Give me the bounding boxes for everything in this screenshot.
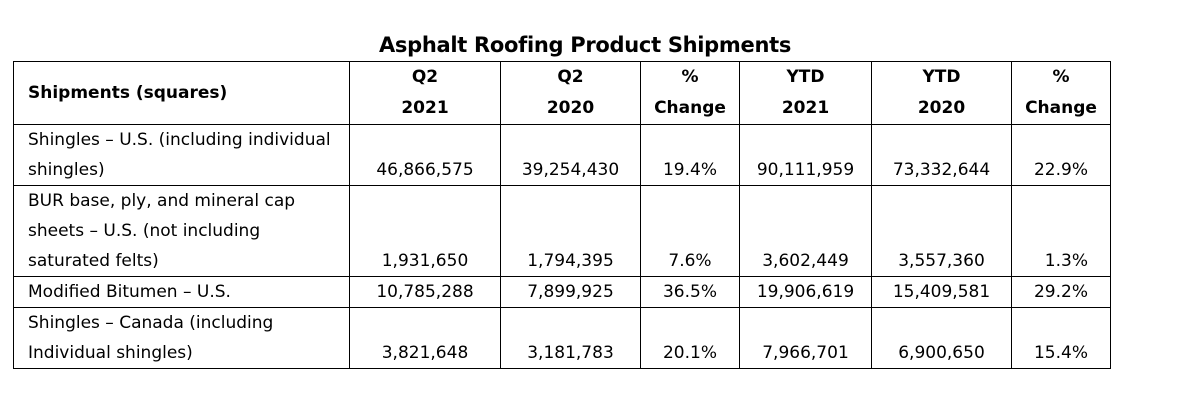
cell-ytd-2021: 19,906,619 xyxy=(739,276,872,308)
cell-ytd-2021: 3,602,449 xyxy=(739,185,872,277)
table-row: Shingles – U.S. (including individual sh… xyxy=(13,124,1111,186)
header-ytd-2020-line2: 2020 xyxy=(917,98,966,118)
row-label-modified-bitumen-us: Modified Bitumen – U.S. xyxy=(13,276,350,308)
header-q2-2020-line2: 2020 xyxy=(546,98,595,118)
header-ytd-change-line2: Change xyxy=(1025,98,1097,118)
cell-ytd-change: 29.2% xyxy=(1011,276,1111,308)
cell-q2-change: 7.6% xyxy=(640,185,740,277)
header-q2-2021: Q2 2021 xyxy=(349,61,501,125)
header-q2-2020-line1: Q2 xyxy=(557,67,584,87)
header-ytd-2021-line2: 2021 xyxy=(781,98,830,118)
cell-q2-2021: 3,821,648 xyxy=(349,307,501,369)
cell-ytd-2020: 6,900,650 xyxy=(871,307,1012,369)
cell-q2-2020: 1,794,395 xyxy=(500,185,641,277)
cell-ytd-2020: 3,557,360 xyxy=(871,185,1012,277)
header-q2-2021-line1: Q2 xyxy=(411,67,439,87)
header-ytd-2020: YTD 2020 xyxy=(871,61,1012,125)
row-label-shingles-us: Shingles – U.S. (including individual sh… xyxy=(13,124,350,186)
cell-ytd-2020: 73,332,644 xyxy=(871,124,1012,186)
cell-q2-change: 36.5% xyxy=(640,276,740,308)
shipments-table: Shipments (squares) Q2 2021 Q2 2020 % Ch… xyxy=(13,61,1111,369)
header-ytd-2021: YTD 2021 xyxy=(739,61,872,125)
header-shipments: Shipments (squares) xyxy=(13,61,350,125)
cell-q2-2020: 39,254,430 xyxy=(500,124,641,186)
header-row: Shipments (squares) Q2 2021 Q2 2020 % Ch… xyxy=(13,61,1111,125)
header-q2-2021-line2: 2021 xyxy=(401,98,449,118)
cell-q2-change: 20.1% xyxy=(640,307,740,369)
cell-ytd-2020: 15,409,581 xyxy=(871,276,1012,308)
cell-ytd-change: 15.4% xyxy=(1011,307,1111,369)
row-label-shingles-canada: Shingles – Canada (including Individual … xyxy=(13,307,350,369)
row-label-bur-us: BUR base, ply, and mineral cap sheets – … xyxy=(13,185,350,277)
cell-q2-2020: 3,181,783 xyxy=(500,307,641,369)
cell-q2-2021: 1,931,650 xyxy=(349,185,501,277)
header-q2-change: % Change xyxy=(640,61,740,125)
header-ytd-2020-line1: YTD xyxy=(922,67,961,87)
cell-ytd-2021: 90,111,959 xyxy=(739,124,872,186)
cell-q2-2021: 10,785,288 xyxy=(349,276,501,308)
header-shipments-label: Shipments (squares) xyxy=(28,82,228,103)
header-q2-2020: Q2 2020 xyxy=(500,61,641,125)
cell-ytd-change: 22.9% xyxy=(1011,124,1111,186)
cell-q2-2021: 46,866,575 xyxy=(349,124,501,186)
header-q2-change-line2: Change xyxy=(654,98,726,118)
header-ytd-change-line1: % xyxy=(1052,67,1070,87)
table-title: Asphalt Roofing Product Shipments xyxy=(378,33,792,57)
header-ytd-change: % Change xyxy=(1011,61,1111,125)
cell-ytd-change: 1.3% xyxy=(1011,185,1111,277)
cell-q2-2020: 7,899,925 xyxy=(500,276,641,308)
cell-ytd-2021: 7,966,701 xyxy=(739,307,872,369)
header-ytd-2021-line1: YTD xyxy=(786,67,825,87)
table-row: Shingles – Canada (including Individual … xyxy=(13,307,1111,369)
table-row: BUR base, ply, and mineral cap sheets – … xyxy=(13,185,1111,277)
header-q2-change-line1: % xyxy=(681,67,699,87)
table-row: Modified Bitumen – U.S. 10,785,288 7,899… xyxy=(13,276,1111,308)
cell-q2-change: 19.4% xyxy=(640,124,740,186)
